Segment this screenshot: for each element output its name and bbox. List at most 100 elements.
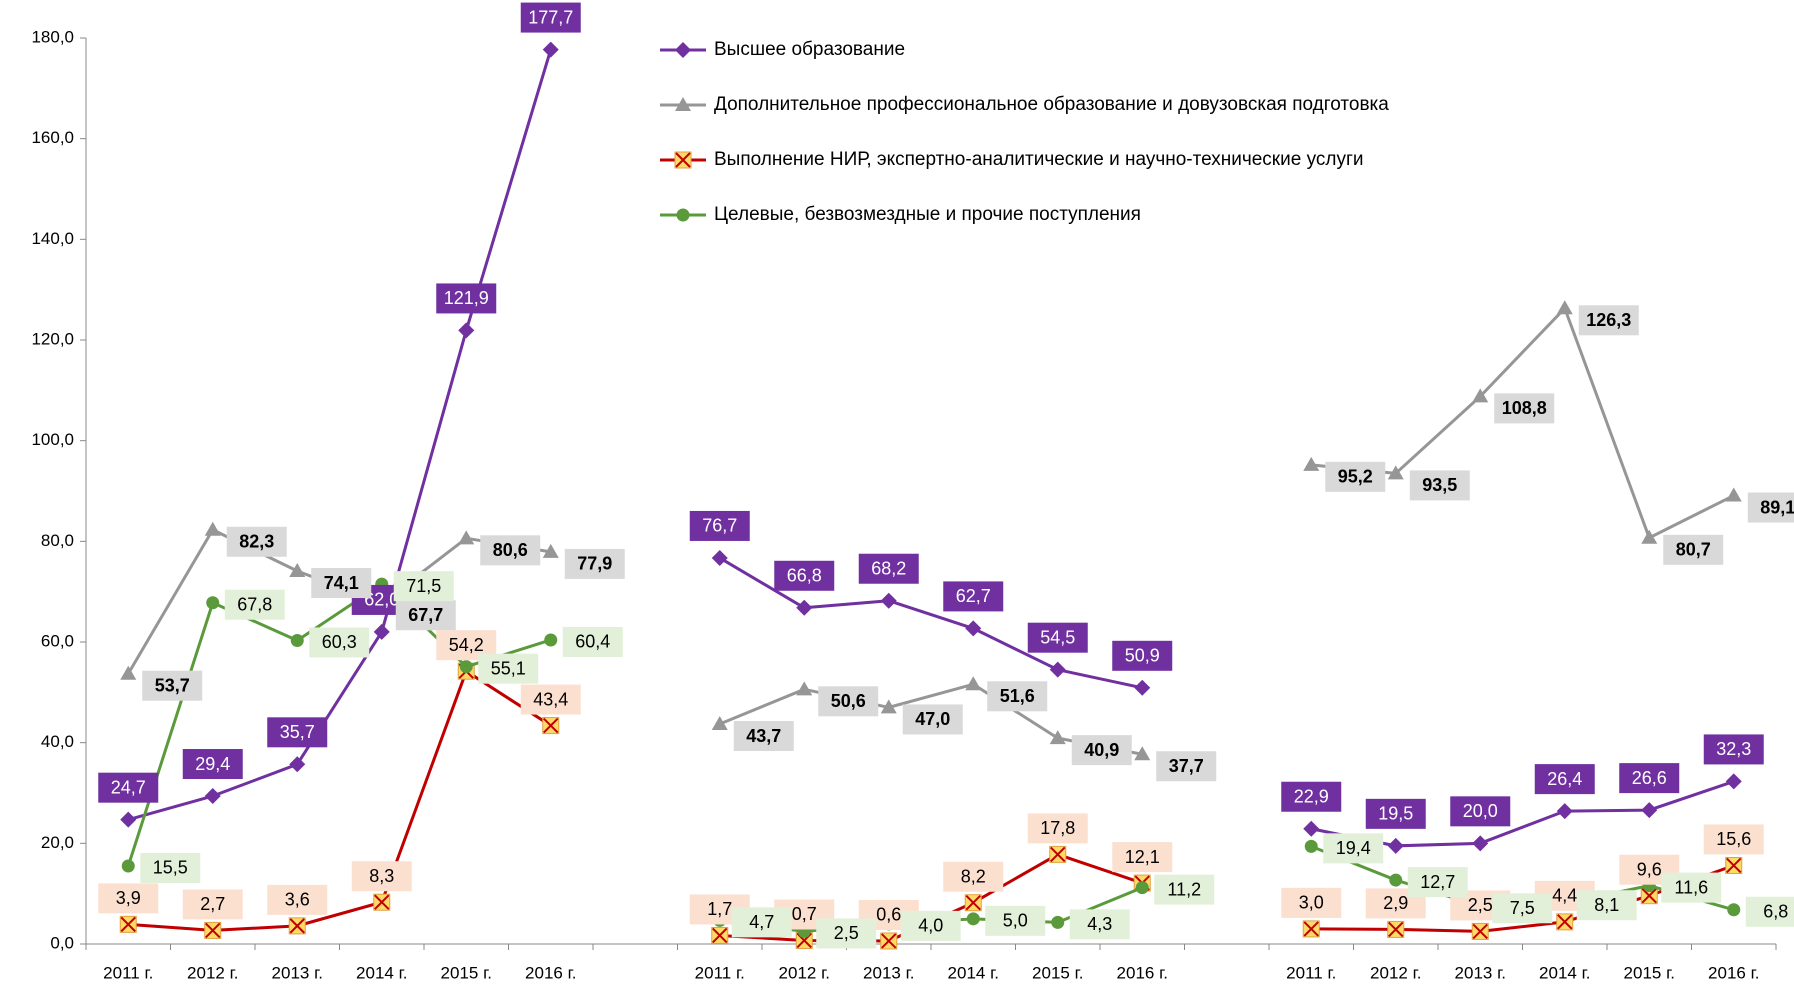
data-label: 62,0 <box>364 590 399 610</box>
marker <box>121 859 135 873</box>
marker <box>458 530 475 545</box>
data-label-box <box>1409 470 1470 501</box>
data-label-box <box>1619 763 1680 794</box>
marker-x <box>881 933 897 949</box>
data-label-box <box>1578 305 1639 336</box>
x-tick-label: 2013 г. <box>1455 963 1506 982</box>
data-label-box <box>311 568 372 599</box>
data-label-box <box>1747 492 1794 523</box>
data-label-box <box>1534 764 1595 795</box>
data-label-box <box>1663 534 1724 565</box>
data-label: 43,7 <box>746 726 781 746</box>
marker <box>1389 873 1403 887</box>
marker-x <box>1388 921 1404 938</box>
marker <box>204 521 221 536</box>
data-label: 66,8 <box>787 566 822 586</box>
marker-x <box>289 918 305 934</box>
data-label-box <box>395 600 456 631</box>
x-tick-label: 2012 г. <box>1370 963 1421 982</box>
data-label-box <box>1494 393 1555 424</box>
data-label-box <box>1112 842 1173 873</box>
data-label-box <box>900 910 961 941</box>
series-line <box>126 306 1735 756</box>
data-label-box <box>182 889 243 920</box>
marker <box>1556 803 1573 820</box>
data-label: 26,4 <box>1547 769 1582 789</box>
marker <box>542 717 560 735</box>
data-label: 32,3 <box>1716 739 1751 759</box>
data-label: 50,9 <box>1125 646 1160 666</box>
data-label: 8,3 <box>369 866 394 886</box>
y-tick-label: 20,0 <box>41 833 74 852</box>
marker <box>459 660 473 674</box>
data-label-box <box>1071 735 1132 766</box>
marker-x <box>120 916 136 933</box>
data-label: 24,7 <box>111 777 146 797</box>
data-label: 15,6 <box>1716 829 1751 849</box>
x-tick-label: 2016 г. <box>1708 963 1759 982</box>
data-label-box <box>267 884 328 915</box>
marker <box>289 756 306 773</box>
marker <box>119 915 137 933</box>
y-tick-label: 80,0 <box>41 531 74 550</box>
data-label: 4,4 <box>1552 886 1577 906</box>
x-tick-label: 2014 г. <box>948 963 999 982</box>
legend-label: Высшее образование <box>714 39 905 60</box>
data-label: 0,6 <box>876 905 901 925</box>
data-label: 20,0 <box>1463 801 1498 821</box>
data-label: 95,2 <box>1338 467 1373 487</box>
data-label-box <box>985 905 1046 936</box>
data-label: 47,0 <box>915 709 950 729</box>
data-label: 8,1 <box>1594 895 1619 915</box>
marker <box>1134 746 1151 761</box>
marker <box>1725 487 1742 502</box>
data-label-box <box>1745 896 1794 927</box>
data-label-box <box>1661 872 1722 903</box>
marker <box>711 549 728 566</box>
marker <box>1556 300 1573 315</box>
marker <box>711 926 729 944</box>
data-label: 5,0 <box>1003 911 1028 931</box>
data-label: 9,6 <box>1637 859 1662 879</box>
marker <box>1134 679 1151 696</box>
marker <box>880 699 897 714</box>
marker <box>1556 913 1574 931</box>
y-tick-label: 0,0 <box>50 933 74 952</box>
marker <box>542 543 559 558</box>
data-label: 0,7 <box>792 904 817 924</box>
marker-x <box>1641 887 1657 904</box>
marker-x <box>712 927 728 944</box>
data-label: 67,7 <box>408 605 443 625</box>
y-tick-label: 160,0 <box>31 128 74 147</box>
data-label-box <box>226 526 287 557</box>
marker <box>290 633 304 647</box>
marker <box>965 676 982 691</box>
data-label: 22,9 <box>1294 786 1329 806</box>
data-label: 71,5 <box>406 576 441 596</box>
data-label: 76,7 <box>702 516 737 536</box>
marker <box>964 894 982 912</box>
marker <box>206 596 220 610</box>
marker <box>675 42 691 58</box>
marker <box>1387 837 1404 854</box>
data-label: 37,7 <box>1169 756 1204 776</box>
data-label: 40,9 <box>1084 740 1119 760</box>
data-label-box <box>309 627 370 658</box>
marker-x <box>965 895 981 911</box>
marker-x <box>1726 857 1742 874</box>
data-label-box <box>142 670 203 701</box>
data-label-box <box>1576 890 1637 921</box>
y-tick-label: 180,0 <box>31 27 74 46</box>
marker <box>966 912 980 926</box>
data-label-box <box>182 749 243 780</box>
marker <box>1472 835 1489 852</box>
marker-x <box>374 894 390 910</box>
marker <box>1135 881 1149 895</box>
x-tick-label: 2012 г. <box>779 963 830 982</box>
marker-x <box>543 717 559 734</box>
data-label-box <box>1325 461 1386 492</box>
marker <box>1049 661 1066 678</box>
data-label: 89,1 <box>1760 497 1794 517</box>
data-label-box <box>564 548 625 579</box>
